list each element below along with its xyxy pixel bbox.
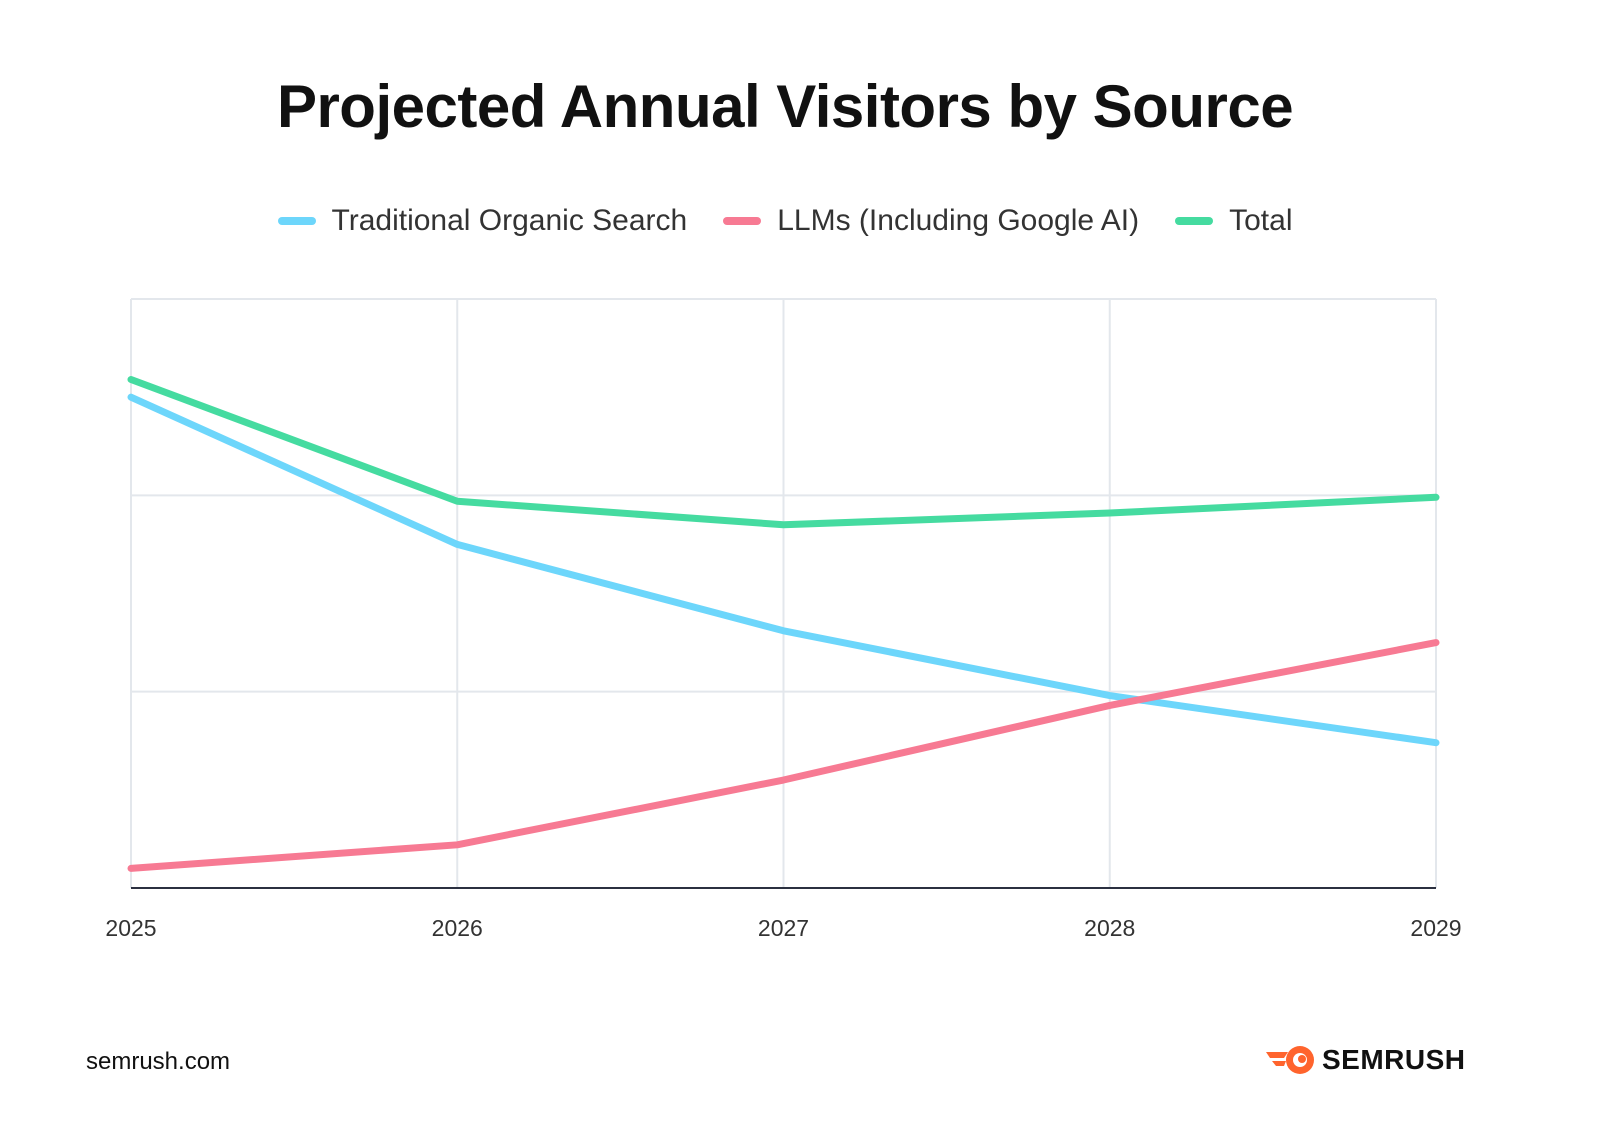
legend-item-total: Total [1175,204,1292,238]
legend-swatch [277,217,316,225]
x-tick-label: 2027 [758,915,809,941]
x-tick-label: 2029 [1410,915,1461,941]
legend-label: Traditional Organic Search [331,204,688,237]
chart-title: Projected Annual Visitors by Source [276,73,1294,140]
legend-swatch [723,217,762,225]
source-text: semrush.com [86,1048,231,1075]
semrush-logo: SEMRUSH [1264,1044,1466,1076]
x-tick-label: 2026 [432,915,483,941]
line-chart: 2025 2026 2027 2028 2029 [105,298,1462,941]
x-tick-label: 2025 [105,915,156,941]
legend-item-llms: LLMs (Including Google AI) [723,204,1139,238]
legend-item-organic: Traditional Organic Search [277,204,688,238]
legend: Traditional Organic Search LLMs (Includi… [0,204,1570,238]
legend-swatch [1175,217,1214,225]
logo-text: SEMRUSH [1322,1044,1466,1075]
legend-label: LLMs (Including Google AI) [777,204,1140,237]
x-tick-label: 2028 [1084,915,1135,941]
semrush-flame-icon [1266,1046,1314,1074]
legend-label: Total [1229,204,1293,237]
